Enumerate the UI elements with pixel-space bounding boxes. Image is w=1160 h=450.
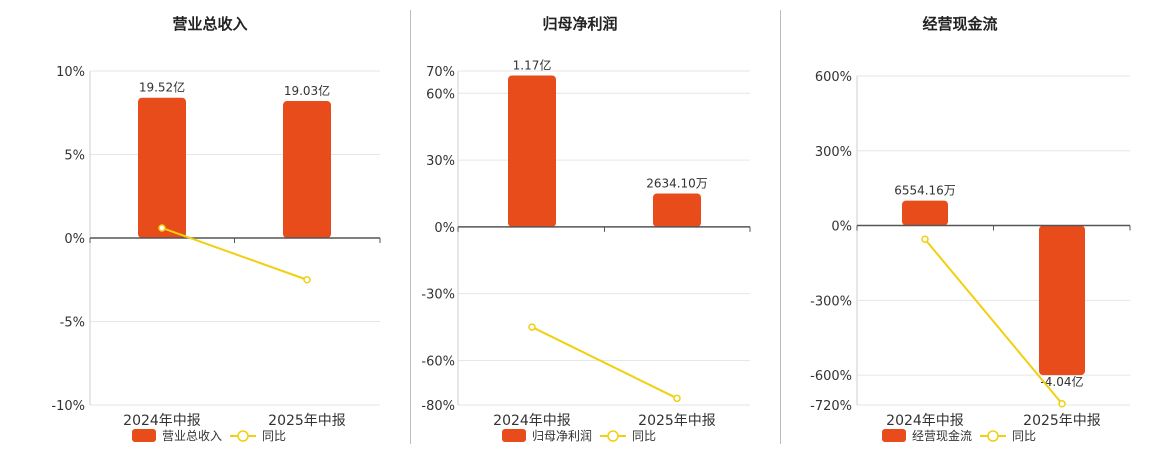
x-category-label: 2024年中报	[886, 413, 964, 429]
chart-title: 归母净利润	[542, 15, 617, 33]
y-tick-label: -300%	[810, 294, 852, 309]
yoy-point	[303, 276, 311, 284]
chart-title: 营业总收入	[172, 15, 247, 33]
yoy-point	[528, 323, 536, 331]
y-tick-label: -600%	[810, 369, 852, 384]
y-tick-label: -30%	[421, 288, 455, 303]
yoy-point	[1058, 400, 1066, 408]
y-tick-label: -720%	[810, 399, 852, 414]
legend-bar-label: 归母净利润	[532, 429, 592, 443]
data-label: 2634.10万	[646, 176, 708, 190]
y-tick-label: 0%	[434, 221, 455, 236]
panel-separator	[410, 10, 411, 444]
legend-bar-label: 经营现金流	[912, 428, 972, 443]
y-tick-label: 300%	[815, 145, 852, 160]
yoy-line	[531, 326, 678, 400]
y-tick-label: -5%	[60, 316, 85, 331]
legend-bar-swatch	[502, 429, 526, 442]
legend-bar-label: 营业总收入	[162, 429, 222, 443]
legend-bar-swatch	[132, 429, 156, 442]
data-label: 19.52亿	[139, 80, 185, 95]
y-tick-label: 5%	[64, 149, 85, 164]
y-tick-label: 70%	[426, 65, 455, 80]
y-tick-label: 30%	[426, 154, 455, 169]
yoy-line	[924, 238, 1063, 405]
chart-title: 经营现金流	[922, 15, 997, 33]
data-label: 19.03亿	[284, 83, 330, 98]
y-tick-label: 0%	[64, 232, 85, 247]
bar	[138, 97, 186, 238]
data-label: -4.04亿	[1040, 374, 1083, 389]
legend-bar-swatch	[882, 429, 906, 442]
bar	[283, 101, 331, 238]
legend-line-marker	[607, 430, 619, 442]
bar	[508, 75, 556, 227]
y-tick-label: 10%	[56, 65, 85, 80]
yoy-point	[158, 224, 166, 232]
yoy-line	[161, 227, 308, 281]
x-category-label: 2025年中报	[638, 413, 716, 429]
y-tick-label: 600%	[815, 70, 852, 85]
yoy-point	[673, 394, 681, 403]
bar	[1039, 225, 1085, 376]
y-tick-label: 0%	[831, 220, 852, 235]
legend-line-label: 同比	[1012, 429, 1036, 443]
y-tick-label: -80%	[421, 399, 455, 414]
data-label: 1.17亿	[513, 57, 552, 72]
legend-line-marker	[237, 430, 249, 442]
legend-line-label: 同比	[632, 429, 656, 443]
yoy-point	[921, 235, 929, 244]
bar	[653, 193, 701, 227]
y-tick-label: -10%	[51, 399, 85, 414]
legend-line-label: 同比	[262, 429, 286, 443]
y-tick-label: 60%	[426, 87, 455, 102]
panel-separator	[780, 10, 781, 444]
x-category-label: 2024年中报	[493, 413, 571, 429]
bar	[902, 200, 948, 226]
x-category-label: 2025年中报	[1023, 413, 1101, 429]
legend-line-marker	[987, 430, 999, 442]
data-label: 6554.16万	[894, 184, 956, 198]
x-category-label: 2025年中报	[268, 413, 346, 429]
x-category-label: 2024年中报	[123, 413, 201, 429]
y-tick-label: -60%	[421, 354, 455, 369]
